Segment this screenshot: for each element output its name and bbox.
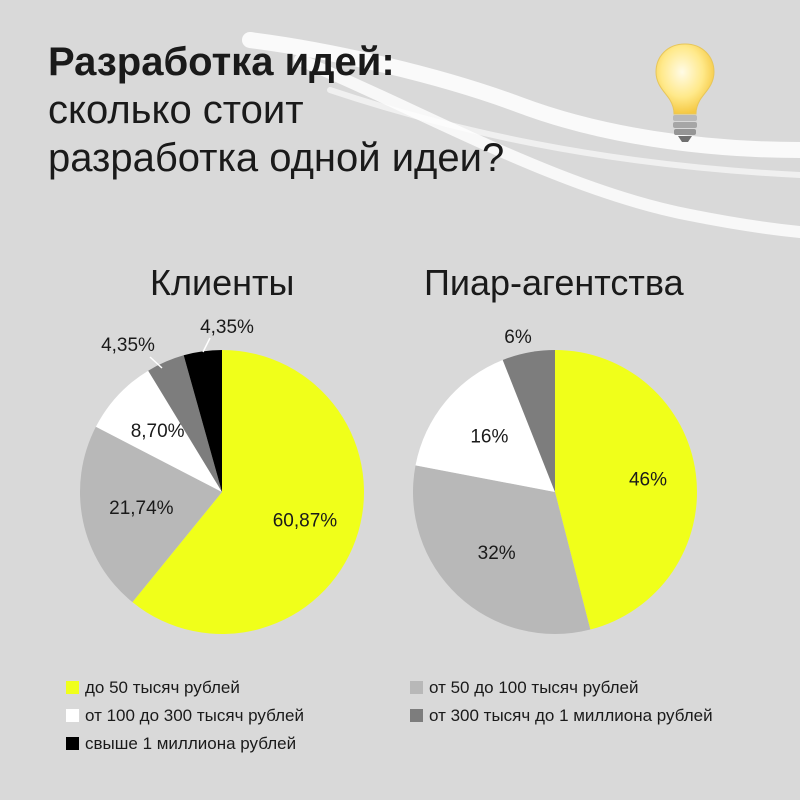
legend-swatch: [66, 681, 79, 694]
pie-label-0-1: 21,74%: [109, 498, 174, 519]
title-line-1: Разработка идей:: [48, 40, 395, 84]
chart-title-pr-agencies: Пиар-агентства: [424, 262, 684, 303]
pie-leader-line-0-3: [149, 356, 163, 369]
pie-label-1-1: 32%: [478, 543, 516, 564]
title-line-3: разработка одной идеи?: [48, 136, 505, 180]
pie-slice-0-3: [148, 355, 222, 492]
pie-label-1-3: 6%: [504, 327, 532, 348]
pie-slice-1-3: [502, 350, 555, 492]
chart-title-clients: Клиенты: [150, 262, 295, 303]
pie-leader-line-0-4: [202, 337, 211, 353]
pie-label-0-0: 60,87%: [273, 510, 338, 531]
legend-swatch: [66, 737, 79, 750]
legend-label: свыше 1 миллиона рублей: [85, 734, 297, 753]
pie-label-0-2: 8,70%: [131, 421, 185, 442]
legend-item-300k-1m: от 300 тысяч до 1 миллиона рублей: [410, 706, 713, 726]
legend-swatch: [410, 681, 423, 694]
legend-label: от 100 до 300 тысяч рублей: [85, 706, 304, 725]
legend-item-over-1m: свыше 1 миллиона рублей: [66, 734, 296, 754]
legend-item-up-to-50k: до 50 тысяч рублей: [66, 678, 240, 698]
legend-swatch: [66, 709, 79, 722]
pie-slice-1-0: [555, 350, 698, 630]
pie-label-1-0: 46%: [629, 469, 667, 490]
legend-item-50k-100k: от 50 до 100 тысяч рублей: [410, 678, 639, 698]
title-line-2: сколько стоит: [48, 88, 304, 132]
pie-slice-1-2: [415, 359, 555, 492]
legend-item-100k-300k: от 100 до 300 тысяч рублей: [66, 706, 304, 726]
pie-label-1-2: 16%: [470, 427, 508, 448]
legend-label: до 50 тысяч рублей: [85, 678, 240, 697]
legend-swatch: [410, 709, 423, 722]
legend-label: от 300 тысяч до 1 миллиона рублей: [429, 706, 713, 725]
pie-slice-0-0: [132, 350, 365, 634]
light-bulb-icon: [655, 43, 715, 142]
pie-slice-0-4: [183, 350, 222, 492]
legend-label: от 50 до 100 тысяч рублей: [429, 678, 639, 697]
pie-slice-0-2: [95, 370, 222, 492]
pie-label-0-4: 4,35%: [200, 317, 254, 338]
pie-slice-1-1: [413, 465, 591, 635]
page-title: Разработка идей: сколько стоит разработк…: [48, 38, 504, 182]
pie-slice-0-1: [80, 426, 223, 603]
pie-label-0-3: 4,35%: [101, 335, 155, 356]
